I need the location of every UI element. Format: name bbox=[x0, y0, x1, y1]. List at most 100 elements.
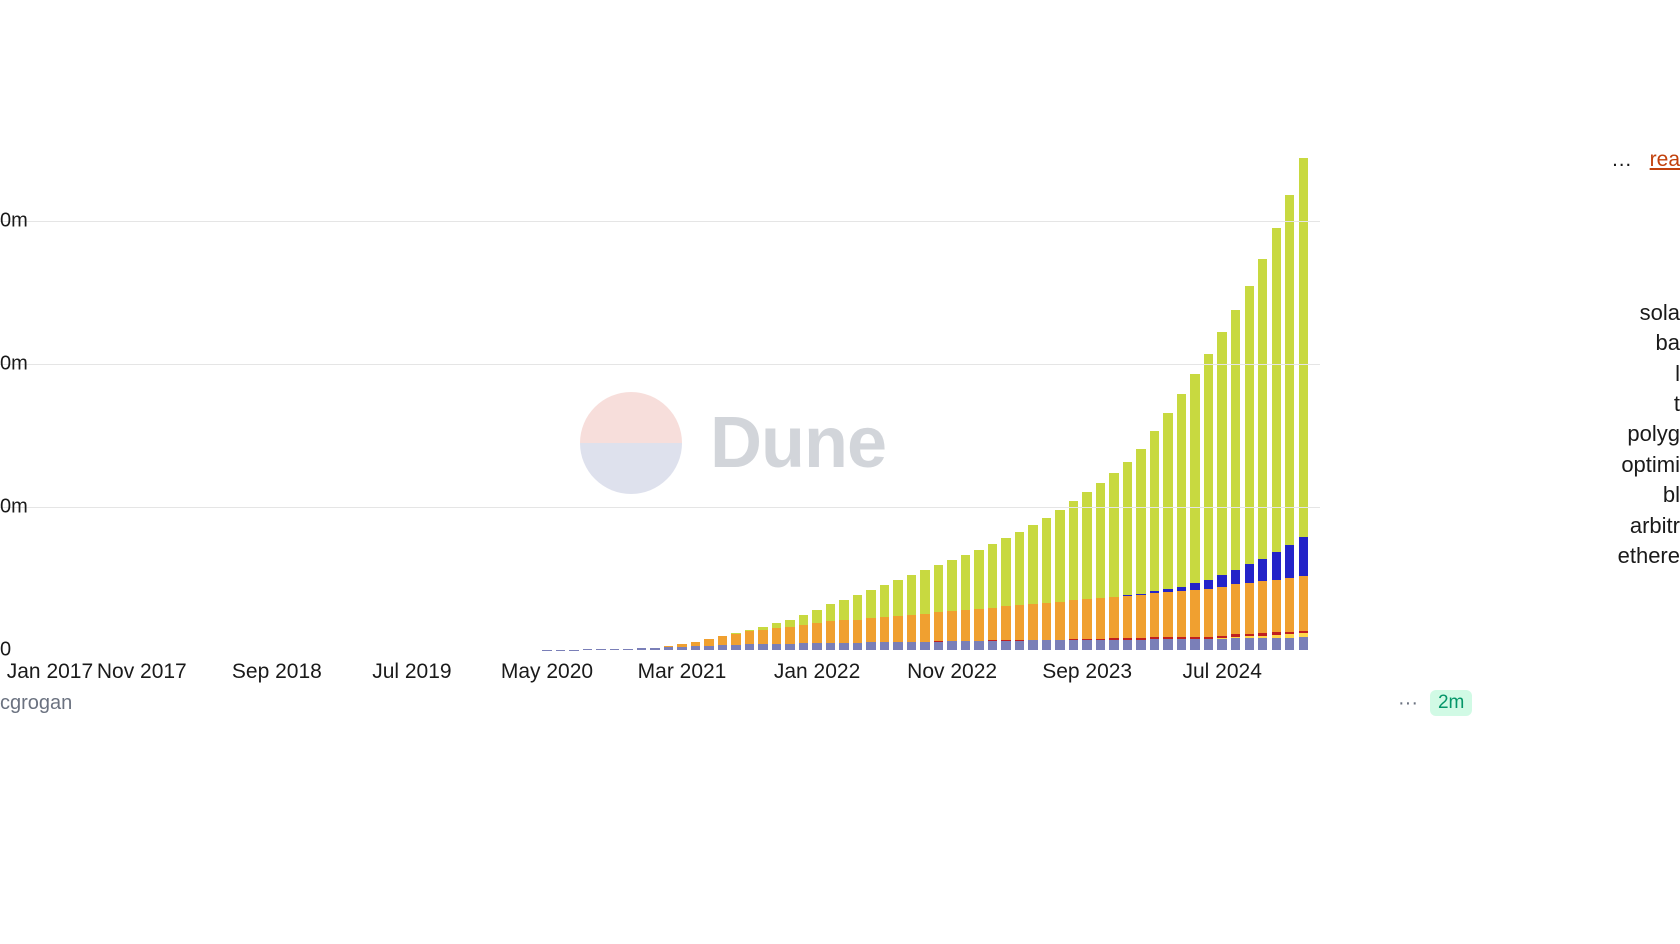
bar[interactable] bbox=[637, 648, 646, 650]
bar[interactable] bbox=[1150, 431, 1159, 650]
bar-segment-ethereum bbox=[731, 645, 740, 650]
bar[interactable] bbox=[1177, 394, 1186, 650]
bar[interactable] bbox=[853, 595, 862, 650]
bar[interactable] bbox=[718, 636, 727, 650]
bar[interactable] bbox=[1299, 158, 1308, 650]
bar[interactable] bbox=[1231, 310, 1240, 650]
bar[interactable] bbox=[1109, 473, 1118, 650]
legend-item-solana[interactable]: sola bbox=[1618, 298, 1680, 328]
bar[interactable] bbox=[947, 560, 956, 650]
bar[interactable] bbox=[1190, 374, 1199, 650]
bar[interactable] bbox=[664, 646, 673, 650]
read-more-link[interactable]: rea bbox=[1650, 148, 1680, 171]
bar[interactable] bbox=[988, 544, 997, 650]
bar-segment-base bbox=[1245, 564, 1254, 583]
bar-segment-ethereum bbox=[718, 645, 727, 650]
bar-segment-ethereum bbox=[1001, 641, 1010, 650]
bar[interactable] bbox=[866, 590, 875, 650]
bar[interactable] bbox=[880, 585, 889, 650]
bar[interactable] bbox=[920, 570, 929, 650]
bar[interactable] bbox=[1245, 286, 1254, 650]
bar[interactable] bbox=[961, 555, 970, 650]
bar-segment-ethereum bbox=[1028, 640, 1037, 650]
bar-segment-solana bbox=[1163, 413, 1172, 589]
bar-segment-solana bbox=[1245, 286, 1254, 565]
bar-segment-bnb bbox=[1015, 605, 1024, 640]
bar-segment-bnb bbox=[1042, 603, 1051, 640]
bar[interactable] bbox=[650, 648, 659, 650]
bar-segment-ethereum bbox=[1015, 641, 1024, 650]
legend-item-arbitrum[interactable]: arbitr bbox=[1618, 511, 1680, 541]
bar[interactable] bbox=[758, 627, 767, 650]
bar[interactable] bbox=[772, 623, 781, 650]
bar-segment-bnb bbox=[1299, 576, 1308, 631]
bar-segment-ethereum bbox=[785, 644, 794, 650]
bar[interactable] bbox=[907, 575, 916, 650]
bar[interactable] bbox=[785, 620, 794, 650]
bar[interactable] bbox=[799, 615, 808, 650]
bar-segment-solana bbox=[920, 570, 929, 614]
bar-segment-ethereum bbox=[1055, 640, 1064, 650]
bar-segment-ethereum bbox=[988, 641, 997, 650]
bar[interactable] bbox=[1096, 483, 1105, 650]
bar-segment-ethereum bbox=[920, 642, 929, 650]
bar-segment-bnb bbox=[880, 617, 889, 642]
bar-segment-ethereum bbox=[772, 644, 781, 650]
bar[interactable] bbox=[745, 630, 754, 650]
bar[interactable] bbox=[1015, 532, 1024, 650]
bar-segment-solana bbox=[839, 600, 848, 621]
bar[interactable] bbox=[1136, 449, 1145, 650]
legend-item-polygon[interactable]: polyg bbox=[1618, 419, 1680, 449]
bar[interactable] bbox=[974, 550, 983, 650]
bar-segment-bnb bbox=[731, 634, 740, 645]
more-icon[interactable]: ··· bbox=[1398, 692, 1418, 715]
legend-item-optimism[interactable]: optimi bbox=[1618, 450, 1680, 480]
bar-segment-bnb bbox=[704, 639, 713, 646]
legend-item-tron[interactable]: t bbox=[1618, 389, 1680, 419]
bar-segment-solana bbox=[1150, 431, 1159, 591]
bar[interactable] bbox=[1285, 195, 1294, 650]
bar-segment-ethereum bbox=[1042, 640, 1051, 650]
bar-segment-ethereum bbox=[880, 642, 889, 650]
bar[interactable] bbox=[1069, 501, 1078, 650]
bar-segment-base bbox=[1204, 580, 1213, 589]
bar[interactable] bbox=[1001, 538, 1010, 650]
bar[interactable] bbox=[826, 604, 835, 650]
legend-item-ethereum[interactable]: ethere bbox=[1618, 541, 1680, 571]
bar[interactable] bbox=[1082, 492, 1091, 650]
bar-segment-solana bbox=[812, 610, 821, 623]
bar[interactable] bbox=[623, 649, 632, 650]
bar-segment-solana bbox=[1204, 354, 1213, 580]
bar-segment-bnb bbox=[920, 614, 929, 642]
bar[interactable] bbox=[583, 649, 592, 650]
bar[interactable] bbox=[677, 644, 686, 650]
bar[interactable] bbox=[610, 649, 619, 650]
bar-segment-ethereum bbox=[907, 642, 916, 650]
bar[interactable] bbox=[1055, 510, 1064, 650]
legend-item-base[interactable]: ba bbox=[1618, 328, 1680, 358]
x-tick-label: Jan 2022 bbox=[774, 660, 860, 684]
bar[interactable] bbox=[1204, 354, 1213, 650]
bar[interactable] bbox=[893, 580, 902, 650]
legend-item-bnb[interactable]: l bbox=[1618, 359, 1680, 389]
bar-segment-ethereum bbox=[1177, 639, 1186, 650]
bar[interactable] bbox=[1163, 413, 1172, 650]
bar[interactable] bbox=[934, 565, 943, 650]
bar[interactable] bbox=[1123, 462, 1132, 650]
bar[interactable] bbox=[812, 610, 821, 650]
bar[interactable] bbox=[1272, 228, 1281, 650]
bar-segment-solana bbox=[988, 544, 997, 607]
bar[interactable] bbox=[839, 600, 848, 650]
bar[interactable] bbox=[1258, 259, 1267, 650]
bar[interactable] bbox=[704, 639, 713, 650]
bar-segment-solana bbox=[1136, 449, 1145, 594]
y-tick-label: 0m bbox=[0, 353, 28, 376]
legend-item-blast[interactable]: bl bbox=[1618, 480, 1680, 510]
x-tick-label: Nov 2022 bbox=[907, 660, 997, 684]
bar[interactable] bbox=[691, 642, 700, 650]
bar[interactable] bbox=[596, 649, 605, 650]
bar[interactable] bbox=[1028, 525, 1037, 650]
bar[interactable] bbox=[1217, 332, 1226, 650]
bar[interactable] bbox=[1042, 518, 1051, 650]
bar[interactable] bbox=[731, 633, 740, 650]
